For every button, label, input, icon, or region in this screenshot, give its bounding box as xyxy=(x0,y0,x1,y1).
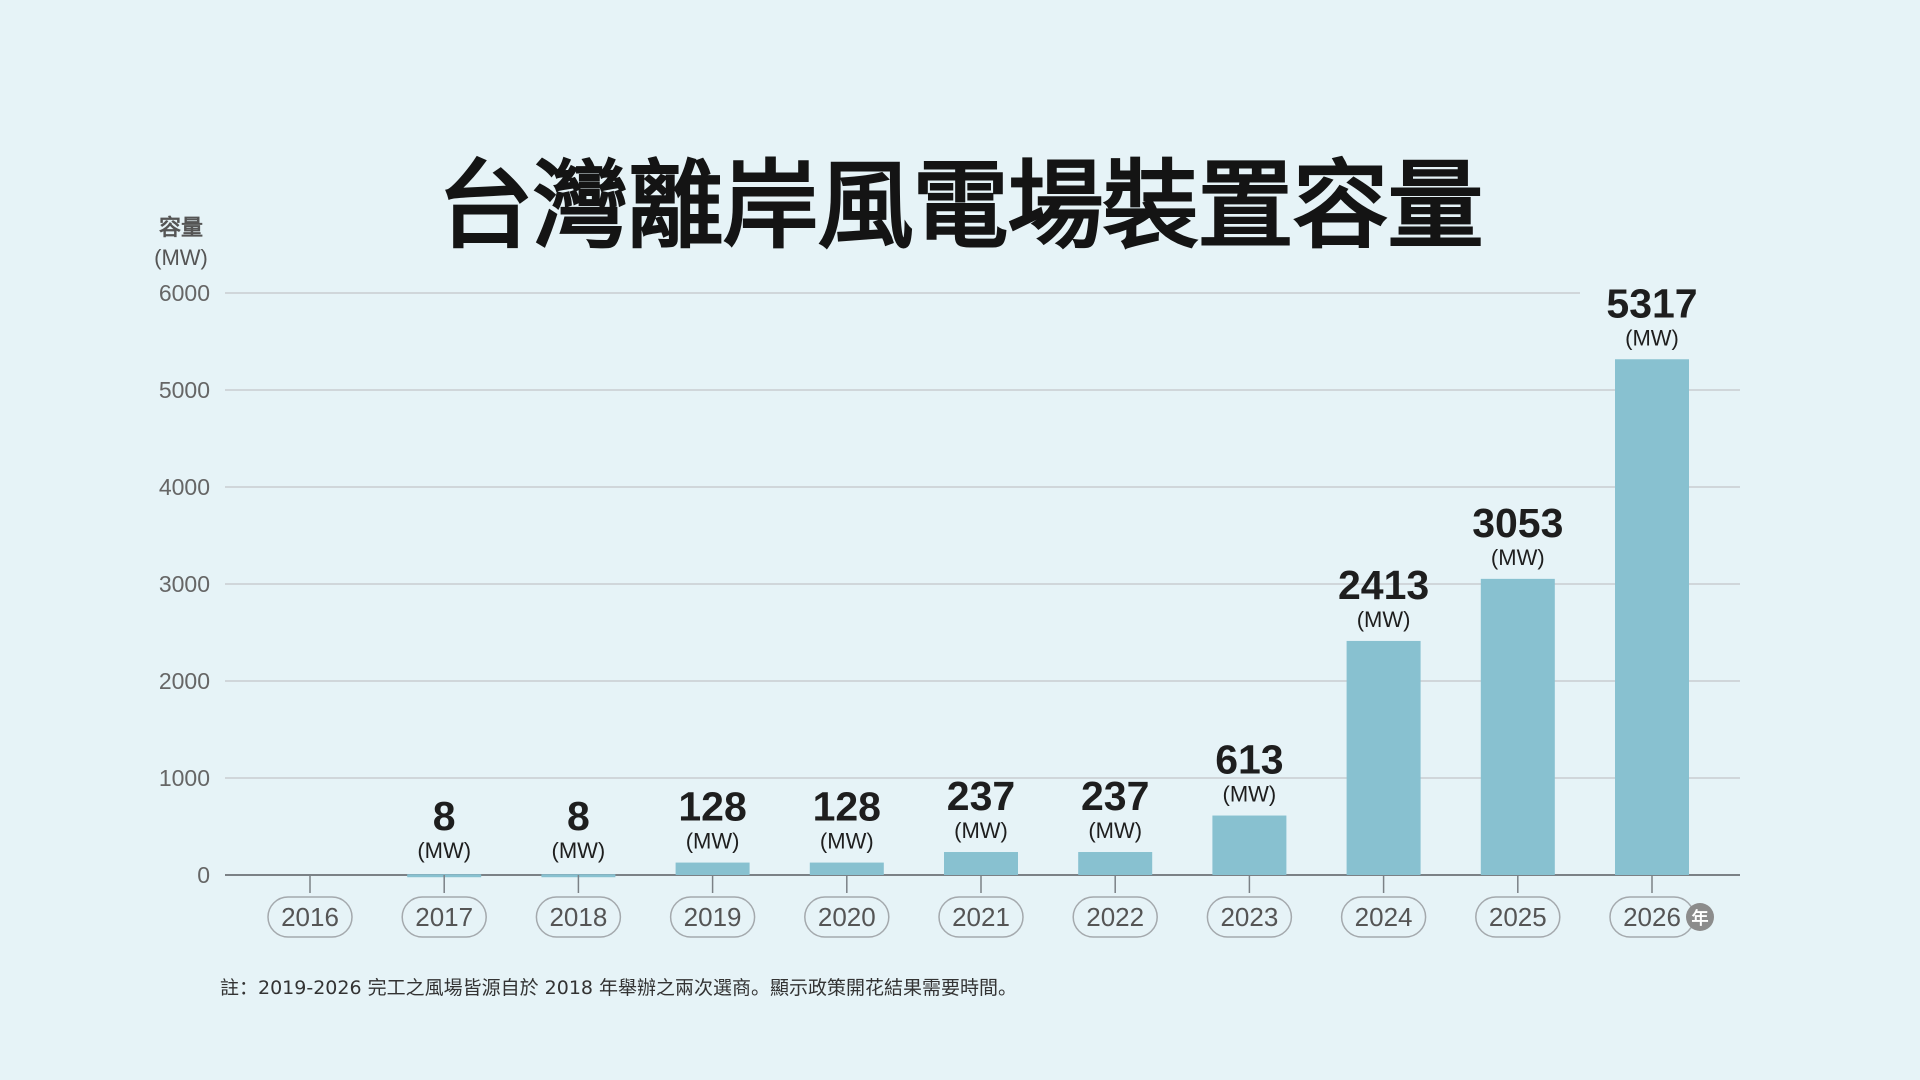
x-tick-label: 2023 xyxy=(1220,902,1278,932)
y-tick-label: 2000 xyxy=(159,668,210,694)
data-label-unit: (MW) xyxy=(552,838,606,863)
footnote: 註：2019-2026 完工之風場皆源自於 2018 年舉辦之兩次選商。顯示政策… xyxy=(220,977,1018,999)
x-tick-label: 2021 xyxy=(952,902,1010,932)
bar xyxy=(809,862,884,875)
data-label-value: 2413 xyxy=(1338,562,1429,608)
y-tick-label: 0 xyxy=(197,862,210,888)
x-tick-pill xyxy=(1475,896,1561,938)
x-tick-pill xyxy=(804,896,890,938)
x-tick-pill xyxy=(938,896,1024,938)
data-label-unit: (MW) xyxy=(417,838,471,863)
x-tick-pill xyxy=(669,896,756,938)
data-label-unit: (MW) xyxy=(1357,607,1411,632)
x-tick-pill xyxy=(267,896,353,938)
x-tick-pill xyxy=(1072,896,1158,938)
x-tick-label: 2026 xyxy=(1623,902,1681,932)
y-tick-label: 3000 xyxy=(159,571,210,597)
y-axis-unit-label: (MW) xyxy=(154,245,208,270)
x-unit-label: 年 xyxy=(1692,908,1709,929)
data-label-value: 128 xyxy=(678,784,746,830)
x-tick-label: 2022 xyxy=(1086,902,1144,932)
x-tick-label: 2017 xyxy=(415,902,473,932)
x-tick-label: 2016 xyxy=(281,902,339,932)
bar xyxy=(1615,359,1689,876)
bar xyxy=(675,862,750,875)
y-axis-unit: 容量 (MW) xyxy=(145,213,217,273)
data-label-value: 8 xyxy=(567,793,590,839)
data-label-unit: (MW) xyxy=(1223,782,1277,807)
bar xyxy=(1346,640,1421,875)
x-tick-pill xyxy=(535,896,622,938)
x-tick-labels: 2016 2017 2018 2019 2020 2021 2022 2023 2024 2025… xyxy=(267,875,1714,938)
data-label-unit: (MW) xyxy=(954,818,1008,843)
y-tick-label: 4000 xyxy=(159,474,210,500)
data-label-unit: (MW) xyxy=(820,829,874,854)
data-label-value: 613 xyxy=(1215,737,1283,783)
x-tick-pill xyxy=(401,896,487,938)
x-tick-label: 2018 xyxy=(549,902,607,932)
bar xyxy=(944,852,1018,875)
x-unit-badge xyxy=(1686,903,1714,931)
y-tick-label: 6000 xyxy=(159,280,210,306)
data-label-value: 3053 xyxy=(1472,500,1563,546)
data-label-unit: (MW) xyxy=(1088,818,1142,843)
x-tick-label: 2020 xyxy=(818,902,876,932)
data-label-value: 128 xyxy=(813,784,881,830)
data-label-value: 237 xyxy=(1081,773,1149,819)
data-label-unit: (MW) xyxy=(1491,545,1545,570)
x-tick-label: 2019 xyxy=(684,902,742,932)
data-label-value: 5317 xyxy=(1606,280,1697,326)
data-label-unit: (MW) xyxy=(1625,325,1679,350)
data-labels: 8(MW)8(MW)128(MW)128(MW)237(MW)237(MW)61… xyxy=(417,280,1697,863)
y-tick-label: 1000 xyxy=(159,765,210,791)
data-label-value: 8 xyxy=(433,793,456,839)
bar xyxy=(1480,578,1555,875)
x-tick-label: 2025 xyxy=(1489,902,1547,932)
x-tick-pill xyxy=(1340,896,1427,938)
data-label-unit: (MW) xyxy=(686,829,740,854)
data-label-value: 237 xyxy=(947,773,1015,819)
bar xyxy=(1078,852,1153,875)
bars xyxy=(407,359,1689,878)
x-tick-label: 2024 xyxy=(1355,902,1413,932)
chart-title: 台灣離岸風電場裝置容量 xyxy=(437,150,1484,262)
y-tick-label: 5000 xyxy=(159,377,210,403)
x-tick-pill xyxy=(1206,896,1293,938)
y-tick-labels: 0 1000 2000 3000 4000 5000 6000 xyxy=(159,280,210,888)
bar xyxy=(1212,815,1287,875)
y-axis-label: 容量 xyxy=(158,215,203,240)
